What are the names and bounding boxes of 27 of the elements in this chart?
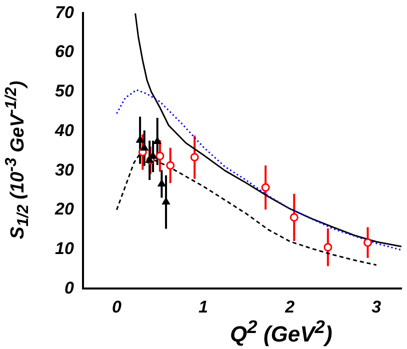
- line-series: [116, 89, 402, 251]
- y-tick-label: 60: [54, 42, 74, 62]
- x-tick-label: 1: [198, 297, 208, 316]
- point: [149, 152, 157, 159]
- point: [261, 183, 270, 192]
- y-tick-label: 20: [54, 200, 74, 219]
- point: [158, 180, 166, 186]
- y-tick-label: 50: [54, 82, 74, 101]
- point: [324, 243, 332, 252]
- y-tick-label: 30: [54, 160, 74, 180]
- point: [140, 144, 148, 151]
- y-tick-label: 70: [54, 2, 74, 22]
- y-tick-label: 0: [64, 278, 74, 298]
- point: [290, 213, 298, 222]
- point: [166, 161, 175, 170]
- point: [136, 136, 144, 143]
- y-tick-label: 10: [54, 238, 74, 258]
- point: [363, 238, 372, 247]
- x-tick-label: 0: [112, 297, 122, 316]
- x-tick-label: 2: [284, 297, 296, 316]
- point: [190, 152, 199, 162]
- point: [154, 137, 162, 144]
- x-tick-label: 3: [372, 297, 382, 316]
- point: [156, 152, 164, 160]
- y-tick-label: 40: [54, 120, 74, 140]
- point: [162, 198, 170, 205]
- x-axis-title: Q$^{2}$ (GeV$^{2}$): [230, 316, 332, 347]
